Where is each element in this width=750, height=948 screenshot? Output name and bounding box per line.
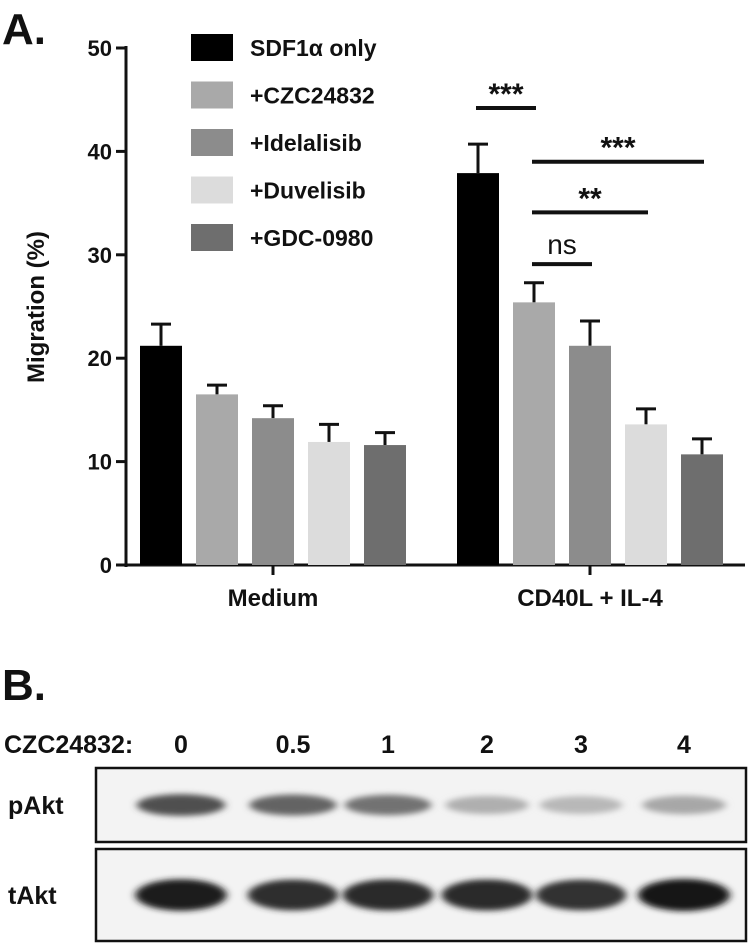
blot-row-label: tAkt: [8, 882, 57, 910]
dose-value: 4: [677, 731, 691, 759]
dose-value: 1: [381, 731, 395, 759]
bar: [364, 445, 406, 565]
western-blot: pAkt tAkt: [8, 766, 748, 943]
panel-a-letter: A.: [2, 5, 46, 54]
y-tick-label: 20: [88, 346, 112, 371]
blot-band: [441, 879, 533, 911]
bar: [513, 302, 555, 565]
blot-band: [247, 879, 339, 911]
x-category-label: Medium: [228, 585, 319, 612]
panel-b-letter: B.: [2, 661, 46, 710]
blot-band: [344, 794, 432, 816]
blot-band: [638, 879, 730, 911]
y-tick-label: 10: [88, 450, 112, 475]
legend-label: +Idelalisib: [250, 130, 362, 156]
legend-swatch: [191, 34, 233, 61]
bar: [308, 441, 350, 565]
blot-band: [342, 879, 434, 911]
significance-label: ***: [488, 78, 523, 111]
bar: [457, 173, 499, 565]
dose-value: 2: [480, 731, 494, 759]
legend-swatch: [191, 224, 233, 251]
dose-value: 0.5: [276, 731, 311, 759]
blot-band: [642, 795, 726, 815]
blot-band: [539, 796, 623, 814]
y-tick-label: 50: [88, 36, 112, 61]
dose-label: CZC24832:: [4, 731, 133, 759]
x-category-label: CD40L + IL-4: [517, 585, 663, 612]
blot-band: [535, 879, 627, 911]
legend-swatch: [191, 129, 233, 156]
bar: [252, 418, 294, 565]
migration-bar-chart: 0 10 20 30 40 50 Medium CD40L + IL-4 SDF1α only +…: [88, 34, 745, 612]
blot-band: [136, 794, 226, 816]
blot-band: [135, 879, 227, 911]
bar: [681, 454, 723, 565]
dose-values: 0 0.5 1 2 3 4: [174, 731, 691, 759]
legend-label: SDF1α only: [250, 35, 377, 61]
significance-label: ns: [547, 229, 577, 260]
bar: [569, 345, 611, 565]
blot-band: [445, 795, 529, 815]
y-tick-label: 40: [88, 139, 112, 164]
significance-label: ***: [600, 132, 635, 165]
blot-band: [249, 794, 337, 816]
blot-row-label: pAkt: [8, 792, 64, 820]
bar: [196, 394, 238, 565]
legend-label: +CZC24832: [250, 83, 375, 109]
legend-label: +GDC-0980: [250, 225, 373, 251]
bar: [140, 345, 182, 565]
legend-label: +Duvelisib: [250, 178, 366, 204]
y-tick-label: 0: [100, 553, 112, 578]
legend-swatch: [191, 176, 233, 204]
dose-value: 3: [574, 731, 588, 759]
legend-swatch: [191, 81, 233, 109]
dose-value: 0: [174, 731, 188, 759]
y-tick-label: 30: [88, 243, 112, 268]
y-axis-title: Migration (%): [23, 231, 50, 383]
significance-label: **: [578, 182, 602, 215]
bar: [625, 424, 667, 565]
